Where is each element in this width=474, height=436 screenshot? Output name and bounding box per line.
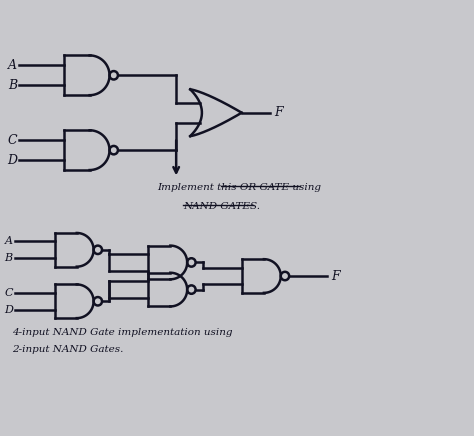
Text: A: A	[8, 59, 17, 72]
Text: D: D	[4, 305, 13, 315]
Text: D: D	[8, 153, 18, 167]
Text: F: F	[331, 269, 340, 283]
Text: 4-input NAND Gate implementation using: 4-input NAND Gate implementation using	[12, 328, 233, 337]
Text: C: C	[4, 288, 13, 298]
Text: F: F	[274, 106, 283, 119]
Text: C: C	[8, 134, 17, 147]
Text: B: B	[5, 253, 13, 263]
Text: A: A	[5, 236, 13, 246]
Text: B: B	[8, 79, 17, 92]
Text: 2-input NAND Gates.: 2-input NAND Gates.	[12, 345, 124, 354]
Text: Implement this OR GATE using: Implement this OR GATE using	[157, 183, 321, 192]
Text: NAND GATES.: NAND GATES.	[183, 201, 260, 211]
